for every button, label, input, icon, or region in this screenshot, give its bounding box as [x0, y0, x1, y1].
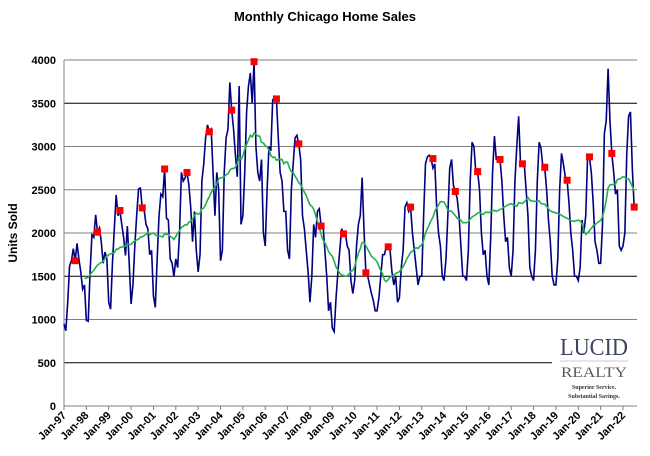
y-tick-label: 1500: [32, 271, 56, 283]
logo-line1: LUCID: [560, 335, 628, 361]
july-marker: [138, 204, 146, 212]
monthly-sales-line: [63, 61, 635, 335]
july-marker: [585, 153, 593, 161]
july-marker: [451, 187, 459, 195]
y-axis-label: Units Sold: [6, 203, 20, 262]
y-tick-label: 4000: [32, 55, 56, 67]
july-marker: [183, 168, 191, 176]
july-marker: [407, 203, 415, 211]
y-tick-label: 3500: [32, 98, 56, 110]
july-marker: [362, 269, 370, 277]
july-marker: [630, 203, 638, 211]
july-marker: [228, 106, 236, 114]
lucid-realty-logo: LUCID REALTY Superior Service. Substanti…: [560, 335, 628, 400]
gridlines: [63, 59, 637, 410]
july-marker: [541, 163, 549, 171]
chart-title: Monthly Chicago Home Sales: [234, 9, 416, 24]
july-marker: [518, 160, 526, 168]
july-marker: [272, 95, 280, 103]
logo-line2: REALTY: [561, 365, 627, 381]
july-marker: [116, 207, 124, 215]
y-tick-label: 2000: [32, 228, 56, 240]
july-marker: [384, 243, 392, 251]
y-tick-label: 500: [38, 358, 56, 370]
moving-average-line: [84, 131, 635, 283]
july-marker: [161, 165, 169, 173]
series-layer: [63, 58, 638, 335]
july-marker: [340, 230, 347, 238]
july-marker: [250, 58, 258, 66]
july-marker: [94, 228, 102, 236]
july-marker: [608, 149, 616, 157]
y-tick-label: 2500: [32, 185, 56, 197]
july-marker: [563, 176, 571, 184]
logo-tagline2: Substantial Savings.: [568, 394, 620, 400]
x-tick-labels: Jan-97Jan-98Jan-99Jan-00Jan-01Jan-02Jan-…: [36, 409, 628, 443]
y-tick-label: 3000: [32, 142, 56, 154]
logo-tagline1: Superior Service.: [572, 385, 617, 391]
july-marker: [474, 168, 482, 176]
july-marker: [71, 257, 79, 265]
july-marker: [429, 155, 437, 163]
y-tick-labels: 0 500 1000 1500 2000 2500 3000 3500 4000: [32, 55, 56, 413]
july-marker: [317, 222, 325, 230]
july-marker: [205, 128, 213, 136]
y-tick-label: 1000: [32, 315, 56, 327]
july-marker: [295, 140, 303, 148]
july-marker: [496, 155, 504, 163]
y-tick-label: 0: [50, 401, 56, 413]
